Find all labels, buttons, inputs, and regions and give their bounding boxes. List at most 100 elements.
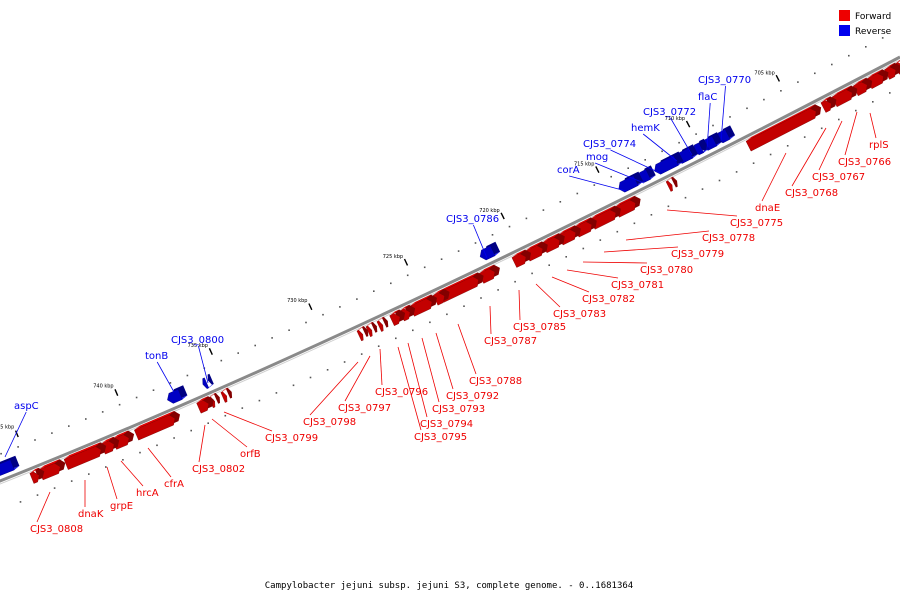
gene-label-cjs3-0779[interactable]: CJS3_0779 xyxy=(671,249,724,260)
leader-line xyxy=(120,460,144,487)
map-caption: Campylobacter jejuni subsp. jejuni S3, c… xyxy=(265,581,633,591)
gene-label-cjs3-0766[interactable]: CJS3_0766 xyxy=(838,157,891,168)
legend-swatch-reverse xyxy=(839,25,850,36)
forward-gene[interactable] xyxy=(511,249,531,268)
gene-label-hrca[interactable]: hrcA xyxy=(136,488,159,499)
gene-label-aspc[interactable]: aspC xyxy=(14,401,39,412)
leader-line xyxy=(818,120,843,171)
gene-label-cjs3-0778[interactable]: CJS3_0778 xyxy=(702,233,755,244)
gene-label-cjs3-0796[interactable]: CJS3_0796 xyxy=(375,387,428,398)
gene-label-tonb[interactable]: tonB xyxy=(145,351,168,362)
leader-line xyxy=(397,346,422,431)
gene-label-grpe[interactable]: grpE xyxy=(110,501,133,512)
gene-label-cjs3-0787[interactable]: CJS3_0787 xyxy=(484,336,537,347)
scale-tick-label: 715 kbp xyxy=(574,162,594,168)
gene-label-flac[interactable]: flaC xyxy=(698,92,717,103)
gene-label-cjs3-0788[interactable]: CJS3_0788 xyxy=(469,376,522,387)
leader-line xyxy=(582,261,648,264)
forward-gene[interactable] xyxy=(220,387,233,403)
gene-label-cjs3-0795[interactable]: CJS3_0795 xyxy=(414,432,467,443)
reverse-gene[interactable] xyxy=(618,171,644,193)
forward-gene[interactable] xyxy=(134,411,180,441)
forward-gene[interactable] xyxy=(29,467,45,484)
gene-label-cjs3-0786[interactable]: CJS3_0786 xyxy=(446,214,499,225)
forward-gene[interactable] xyxy=(389,309,406,326)
gene-label-rpls[interactable]: rplS xyxy=(869,140,889,151)
gene-label-cjs3-0770[interactable]: CJS3_0770 xyxy=(698,75,751,86)
leader-line xyxy=(670,117,693,156)
gene-label-cjs3-0792[interactable]: CJS3_0792 xyxy=(446,391,499,402)
label-leaders xyxy=(4,85,877,523)
reverse-gene[interactable] xyxy=(654,151,684,175)
leader-line xyxy=(666,209,738,217)
gene-label-cfra[interactable]: cfrA xyxy=(164,479,184,490)
genome-backbone xyxy=(0,55,900,483)
scale-tick-label: 720 kbp xyxy=(479,208,499,214)
gene-label-cjs3-0800[interactable]: CJS3_0800 xyxy=(171,335,224,346)
leader-line xyxy=(720,85,726,142)
leader-line xyxy=(211,418,248,448)
gene-label-cjs3-0774[interactable]: CJS3_0774 xyxy=(583,139,636,150)
leader-line xyxy=(518,289,521,321)
gene-label-mog[interactable]: mog xyxy=(586,152,608,163)
gene-label-hemk[interactable]: hemK xyxy=(631,123,660,134)
forward-gene[interactable] xyxy=(376,316,389,332)
legend-label-forward: Forward xyxy=(855,12,891,22)
gene-label-cjs3-0785[interactable]: CJS3_0785 xyxy=(513,322,566,333)
legend-swatch-forward xyxy=(839,10,850,21)
gene-label-cjs3-0781[interactable]: CJS3_0781 xyxy=(611,280,664,291)
forward-gene[interactable] xyxy=(432,288,450,306)
forward-gene[interactable] xyxy=(409,294,437,317)
forward-gene[interactable] xyxy=(884,62,900,80)
scale-tick-label: 730 kbp xyxy=(287,298,307,304)
gene-label-cjs3-0783[interactable]: CJS3_0783 xyxy=(553,309,606,320)
gene-label-cjs3-0772[interactable]: CJS3_0772 xyxy=(643,107,696,118)
leader-line xyxy=(569,175,627,192)
forward-gene[interactable] xyxy=(38,459,66,481)
forward-gene[interactable] xyxy=(820,96,837,113)
gene-labels: rplS CJS3_0766 CJS3_0767 CJS3_0768 dnaE CJS3_… xyxy=(14,75,891,535)
gene-label-cjs3-0799[interactable]: CJS3_0799 xyxy=(265,433,318,444)
gene-label-cjs3-0802[interactable]: CJS3_0802 xyxy=(192,464,245,475)
leader-line xyxy=(642,133,678,162)
gene-label-cjs3-0808[interactable]: CJS3_0808 xyxy=(30,524,83,535)
forward-gene[interactable] xyxy=(745,104,822,152)
leader-line xyxy=(156,361,175,393)
forward-gene[interactable] xyxy=(438,272,484,303)
forward-gene[interactable] xyxy=(665,176,678,192)
forward-gene[interactable] xyxy=(365,321,378,338)
gene-label-cjs3-0775[interactable]: CJS3_0775 xyxy=(730,218,783,229)
forward-gene[interactable] xyxy=(478,264,500,284)
gene-label-cjs3-0798[interactable]: CJS3_0798 xyxy=(303,417,356,428)
gene-label-cjs3-0767[interactable]: CJS3_0767 xyxy=(812,172,865,183)
gene-label-cjs3-0768[interactable]: CJS3_0768 xyxy=(785,188,838,199)
scale-tick xyxy=(685,120,691,128)
leader-line xyxy=(457,323,477,375)
gene-label-cora[interactable]: corA xyxy=(557,165,580,176)
reverse-gene[interactable] xyxy=(167,385,188,404)
forward-gene[interactable] xyxy=(196,396,214,414)
gene-label-dnak[interactable]: dnaK xyxy=(78,509,104,520)
leader-line xyxy=(407,342,428,418)
leader-line xyxy=(625,230,710,241)
gene-label-orfb[interactable]: orfB xyxy=(240,449,261,460)
forward-gene[interactable] xyxy=(63,442,107,470)
gene-label-cjs3-0793[interactable]: CJS3_0793 xyxy=(432,404,485,415)
leader-line xyxy=(594,162,645,184)
forward-gene[interactable] xyxy=(589,205,621,230)
scale-tick xyxy=(208,348,213,355)
leader-line xyxy=(435,332,454,390)
leader-line xyxy=(551,276,590,293)
reverse-gene[interactable] xyxy=(0,455,20,477)
forward-gene[interactable] xyxy=(356,326,369,342)
gene-label-cjs3-0782[interactable]: CJS3_0782 xyxy=(582,294,635,305)
gene-label-cjs3-0780[interactable]: CJS3_0780 xyxy=(640,265,693,276)
gene-label-cjs3-0794[interactable]: CJS3_0794 xyxy=(420,419,473,430)
reverse-gene[interactable] xyxy=(479,241,501,261)
reverse-gene[interactable] xyxy=(202,373,214,389)
gene-label-cjs3-0797[interactable]: CJS3_0797 xyxy=(338,403,391,414)
forward-gene[interactable] xyxy=(100,436,120,455)
gene-label-dnae[interactable]: dnaE xyxy=(755,203,780,214)
forward-gene[interactable] xyxy=(831,85,858,108)
